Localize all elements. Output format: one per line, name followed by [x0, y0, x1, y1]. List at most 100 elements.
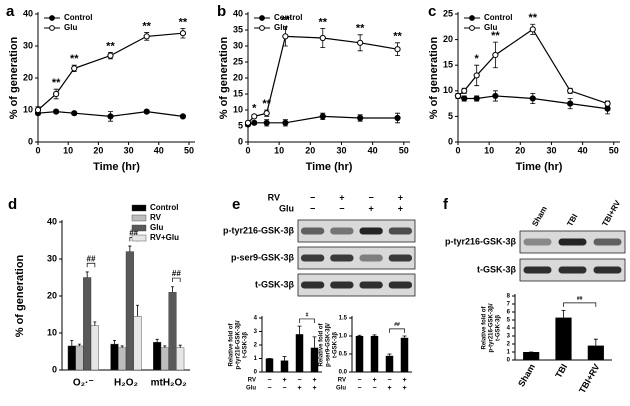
- data-point: [251, 119, 258, 126]
- data-point: [179, 113, 187, 120]
- y-tick-label: 30: [47, 253, 57, 263]
- y-axis-label: % of generation: [218, 36, 230, 119]
- bracket: [86, 262, 96, 268]
- significance: ##: [129, 228, 138, 237]
- y-tick-label: 3: [254, 329, 258, 335]
- error-bar: [93, 321, 97, 326]
- x-axis-label: Time (hr): [93, 161, 140, 173]
- y-tick-label: 0: [448, 136, 453, 146]
- y-tick-label: 0.5: [339, 352, 348, 358]
- significance: **: [393, 31, 402, 43]
- significance: #: [306, 312, 309, 318]
- data-point: [71, 65, 78, 72]
- y-axis-label: p-tyr216-GSK-3β/: [236, 320, 242, 369]
- y-tick-label: 5: [448, 111, 453, 121]
- y-tick-label: 1.5: [339, 316, 348, 322]
- y-axis-label: t-GSK-3β: [496, 315, 502, 341]
- bar: [370, 336, 379, 372]
- x-tick-label: 10: [63, 145, 73, 155]
- x-tick-label: 50: [399, 145, 409, 155]
- y-axis-label: % of generation: [14, 254, 26, 337]
- data-point: [357, 114, 364, 122]
- blot-band: [558, 266, 587, 274]
- x-axis-label: Time (hr): [306, 161, 353, 173]
- significance: ##: [172, 269, 181, 278]
- blot-band: [300, 254, 325, 262]
- bar: [310, 347, 319, 372]
- treatment-sign: +: [312, 377, 316, 384]
- treatment-sign: −: [267, 377, 271, 384]
- x-tick-label: 0: [245, 145, 250, 155]
- y-tick-label: 8: [507, 294, 511, 300]
- treatment-sign: +: [398, 203, 403, 213]
- y-tick-label: 25: [233, 56, 243, 66]
- y-tick-label: 40: [23, 8, 33, 18]
- data-point: [394, 114, 401, 122]
- data-point: [394, 46, 401, 53]
- data-point: [461, 95, 468, 102]
- y-tick-label: 0: [507, 358, 511, 364]
- y-tick-label: 5: [238, 120, 243, 130]
- panel-letter: a: [6, 3, 15, 20]
- legend-label: RV+Glu: [150, 233, 179, 242]
- y-tick-label: 30: [23, 40, 33, 50]
- legend-swatch: [131, 234, 147, 242]
- error-bar: [70, 340, 74, 346]
- x-tick-label: O₂·⁻: [73, 378, 94, 389]
- legend-label: Control: [150, 203, 178, 212]
- bar: [125, 251, 134, 371]
- treatment-name: RV: [338, 378, 346, 384]
- data-point: [604, 100, 611, 107]
- data-point: [263, 110, 270, 117]
- treatment-name: Glu: [279, 203, 294, 213]
- blot-band: [359, 281, 383, 289]
- legend-marker: [259, 15, 265, 21]
- data-point: [529, 95, 536, 102]
- x-tick-label: 40: [368, 145, 378, 155]
- error-bar: [372, 334, 377, 336]
- y-tick-label: 1: [254, 356, 258, 362]
- data-point: [492, 92, 499, 100]
- y-axis-label: t-GSK-3β: [243, 332, 249, 358]
- treatment-sign: −: [372, 385, 376, 392]
- y-tick-label: 3: [507, 334, 511, 340]
- y-tick-label: 40: [233, 8, 243, 18]
- significance: **: [356, 23, 365, 35]
- x-tick-label: mtH₂O₂: [151, 378, 187, 389]
- legend-swatch: [131, 214, 147, 222]
- legend-label: Glu: [484, 23, 497, 32]
- y-tick-label: 0.0: [339, 370, 348, 376]
- error-bar: [402, 335, 407, 338]
- significance: **: [106, 40, 115, 52]
- legend-marker: [49, 25, 55, 31]
- treatment-name: RV: [268, 192, 280, 202]
- legend-label: RV: [150, 213, 162, 222]
- treatment-sign: +: [402, 377, 406, 384]
- row-label: t-GSK-3β: [477, 264, 516, 274]
- data-point: [107, 52, 114, 59]
- y-tick-label: 4: [254, 316, 258, 322]
- error-bar: [387, 353, 392, 356]
- bar: [176, 347, 185, 371]
- treatment-name: RV: [248, 378, 256, 384]
- y-axis-label: Relative fold of: [229, 323, 235, 367]
- data-point: [107, 113, 114, 120]
- y-tick-label: 0: [238, 136, 243, 146]
- significance: ##: [87, 254, 96, 263]
- y-tick-label: 10: [23, 104, 33, 114]
- legend-marker: [469, 25, 475, 31]
- treatment-sign: −: [357, 385, 361, 392]
- treatment-sign: +: [282, 377, 286, 384]
- data-point: [53, 108, 60, 115]
- x-tick-label: TBI: [553, 362, 569, 380]
- y-axis-label: Relative fold of: [319, 323, 325, 367]
- bar: [280, 360, 289, 372]
- treatment-sign: −: [339, 203, 344, 213]
- lane-label: TBI+RV: [600, 198, 622, 228]
- error-bar: [85, 271, 89, 278]
- data-point: [319, 113, 326, 120]
- blot-band: [388, 281, 413, 289]
- y-tick-label: 10: [233, 104, 243, 114]
- y-axis-label: % of generation: [428, 36, 440, 119]
- treatment-sign: +: [372, 377, 376, 384]
